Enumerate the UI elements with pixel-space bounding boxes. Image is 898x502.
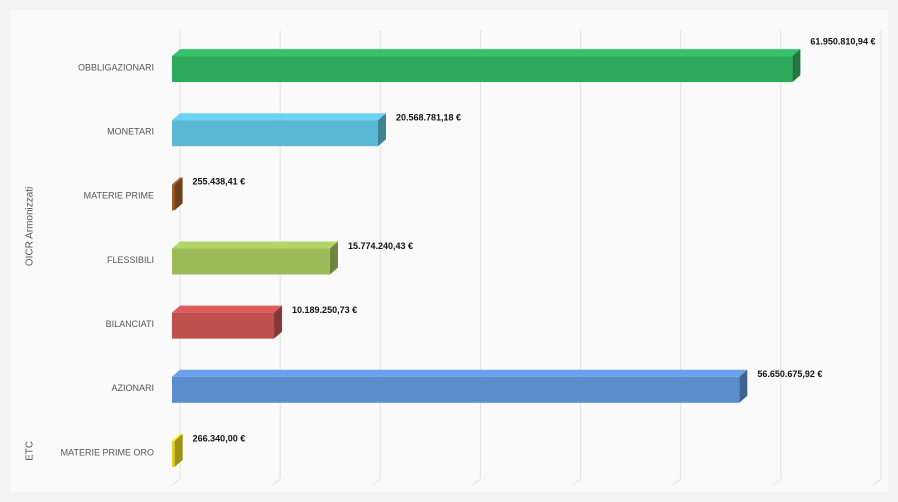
grid-floor	[371, 478, 381, 486]
grid-floor	[572, 478, 581, 486]
category-label: MATERIE PRIME	[84, 191, 154, 201]
category-label: AZIONARI	[111, 383, 154, 393]
grid-floor	[672, 478, 682, 486]
bar	[172, 184, 175, 211]
value-label: 61.950.810,94 €	[810, 36, 875, 46]
bar-top	[172, 113, 386, 121]
category-label: FLESSIBILI	[107, 255, 154, 265]
category-label: MATERIE PRIME ORO	[61, 447, 154, 457]
grid-floor	[772, 478, 782, 486]
grid-floor	[472, 478, 481, 486]
bar-side	[274, 305, 283, 339]
bar	[172, 312, 275, 339]
bar-side	[174, 433, 183, 467]
bar-top	[172, 241, 338, 249]
bar-top	[172, 433, 183, 441]
chart-area	[10, 10, 888, 492]
bar	[172, 248, 330, 275]
category-label: BILANCIATI	[106, 319, 154, 329]
bar	[172, 376, 740, 403]
bar-side	[377, 113, 386, 147]
group-label: OICR Armonizzati	[25, 187, 36, 266]
bar	[172, 120, 378, 147]
bar	[172, 440, 175, 467]
value-label: 10.189.250,73 €	[292, 305, 357, 315]
category-label: MONETARI	[107, 127, 154, 137]
bar-top	[172, 305, 283, 313]
category-label: OBBLIGAZIONARI	[78, 62, 154, 72]
bar-top	[172, 369, 748, 377]
grid-floor	[872, 478, 882, 486]
value-label: 15.774.240,43 €	[348, 241, 413, 251]
grid-floor	[271, 478, 281, 486]
group-label: ETC	[25, 441, 36, 461]
value-label: 20.568.781,18 €	[396, 113, 461, 123]
value-label: 56.650.675,92 €	[757, 369, 822, 379]
bar-side	[174, 177, 183, 211]
grid-floor	[171, 478, 181, 486]
bar	[172, 56, 793, 83]
bar-top	[172, 49, 801, 57]
bar-side	[792, 49, 801, 83]
bar-top	[172, 177, 183, 185]
bar-side	[329, 241, 338, 275]
value-label: 266.340,00 €	[193, 433, 246, 443]
value-label: 255.438,41 €	[193, 177, 246, 187]
bar-side	[739, 369, 748, 403]
